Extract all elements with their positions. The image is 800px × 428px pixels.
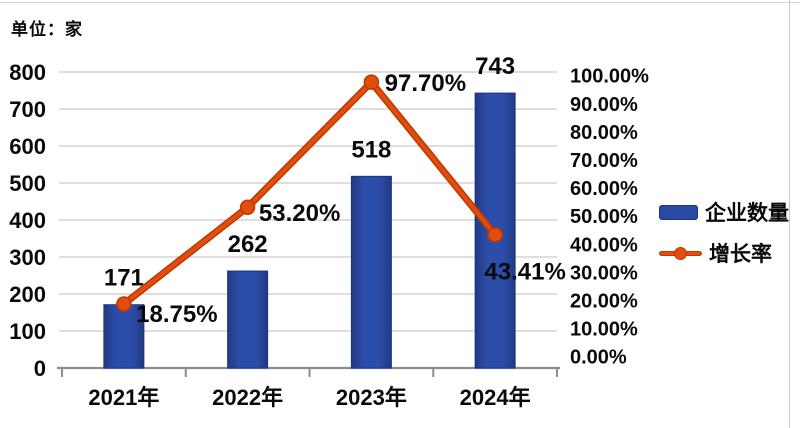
y-axis-left-tick-label: 400 [9, 208, 46, 233]
bar-value-label: 171 [104, 265, 144, 292]
y-axis-right-tick-label: 90.00% [570, 94, 638, 116]
y-axis-left-tick-label: 800 [9, 60, 46, 85]
y-axis-right-tick-label: 50.00% [570, 206, 638, 228]
y-axis-left-tick-label: 100 [9, 319, 46, 344]
line-point-label: 18.75% [136, 301, 217, 328]
legend-entry-enterprises: 企业数量 [659, 197, 789, 227]
line-marker [116, 296, 132, 312]
bar [350, 175, 392, 369]
line-point-label: 53.20% [259, 200, 340, 227]
y-axis-right-tick-label: 80.00% [570, 122, 638, 144]
line-marker [363, 74, 380, 90]
legend-label-growth-rate: 增长率 [709, 243, 772, 266]
line-point-label: 97.70% [385, 70, 466, 97]
y-axis-right-tick-label: 30.00% [570, 262, 638, 284]
line-marker [487, 226, 503, 243]
bar [103, 304, 145, 369]
x-axis-category-label: 2022年 [212, 385, 283, 410]
right-border-line [789, 0, 790, 428]
x-axis-category-label: 2023年 [336, 385, 407, 410]
legend-bar-swatch-icon [659, 204, 698, 220]
x-axis-category-label: 2021年 [88, 385, 159, 410]
bar-value-label: 518 [351, 136, 391, 163]
top-border-line [0, 2, 800, 3]
y-axis-right-tick-label: 70.00% [570, 150, 638, 172]
y-axis-right-tick-label: 20.00% [570, 291, 638, 313]
y-axis-left-tick-label: 600 [9, 134, 46, 159]
legend: 企业数量 增长率 [659, 197, 789, 268]
legend-line-marker-icon [674, 246, 687, 260]
bar-value-label: 743 [475, 53, 515, 80]
y-axis-left-tick-label: 500 [9, 171, 46, 196]
y-axis-left-tick-label: 0 [34, 356, 46, 381]
growth-line-outline [120, 78, 499, 308]
bar-value-label: 262 [228, 231, 268, 258]
line-point-label: 43.41% [484, 259, 565, 286]
legend-entry-growth-rate: 增长率 [659, 238, 789, 268]
y-axis-right-tick-label: 10.00% [570, 319, 638, 341]
y-axis-right-tick-label: 100.00% [570, 66, 649, 88]
y-axis-right-tick-label: 0.00% [570, 347, 627, 369]
y-axis-unit-label: 单位：家 [11, 20, 83, 39]
legend-label-enterprises: 企业数量 [705, 202, 789, 225]
legend-line-swatch-icon [659, 246, 702, 261]
line-marker [239, 199, 256, 215]
growth-line [121, 80, 498, 307]
y-axis-right-tick-label: 40.00% [570, 234, 638, 256]
y-axis-left-tick-label: 200 [9, 282, 46, 307]
y-axis-left-tick-label: 300 [9, 245, 46, 270]
y-axis-left-tick-label: 700 [9, 97, 46, 122]
y-axis-right-tick-label: 60.00% [570, 178, 638, 200]
bar [227, 270, 269, 369]
x-axis-category-label: 2024年 [460, 385, 531, 410]
